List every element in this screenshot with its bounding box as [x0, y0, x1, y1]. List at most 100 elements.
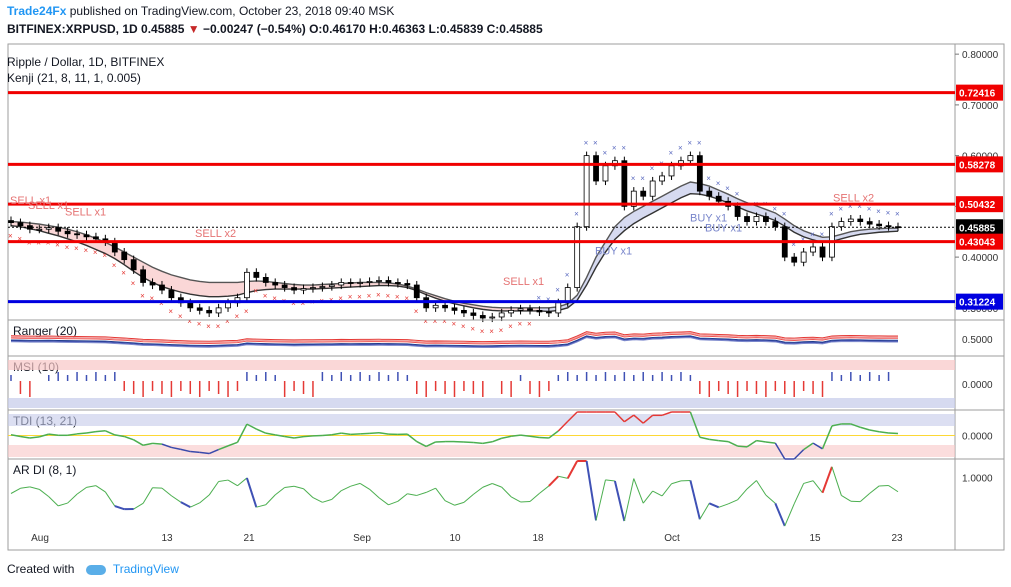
time-tick-label: Aug: [31, 533, 49, 544]
signal-annotation: SELL x2: [195, 228, 236, 240]
time-tick-label: 21: [243, 533, 255, 544]
tdi-segment: [406, 433, 418, 443]
buy-cross: ×: [602, 149, 607, 158]
tdi-segment: [642, 414, 654, 424]
tdi-segment: [567, 411, 578, 422]
price-text: 0.45885: [141, 22, 185, 36]
ardi-segment: [558, 475, 568, 479]
sell-cross: ×: [348, 293, 353, 302]
ardi-segment: [435, 487, 446, 502]
buy-cross: ×: [593, 139, 598, 148]
signal-annotation: BUY x1: [595, 246, 632, 258]
buy-cross: ×: [725, 184, 730, 193]
candle-body: [262, 277, 269, 283]
sell-cross: ×: [263, 292, 268, 301]
buy-cross: ×: [678, 144, 683, 153]
ardi-segment: [501, 486, 512, 498]
ardi-segment: [737, 488, 748, 501]
ardi-segment: [407, 493, 417, 496]
footer-created: Created with: [7, 562, 75, 576]
ardi-segment: [510, 496, 521, 503]
ardi-segment: [29, 486, 40, 490]
tdi-segment: [378, 432, 389, 435]
candle-body: [498, 312, 505, 318]
sell-cross: ×: [8, 232, 13, 241]
tdi-segment: [29, 436, 40, 439]
tdi-segment: [879, 431, 889, 434]
signal-annotation: BUY x1: [690, 213, 727, 225]
ardi-segment: [633, 478, 644, 504]
ardi-segment: [671, 480, 682, 485]
tdi-segment: [793, 449, 805, 460]
candle-body: [404, 283, 411, 286]
tdi-segment: [265, 432, 276, 436]
tdi-segment: [256, 428, 267, 434]
candle-body: [451, 307, 458, 311]
time-tick-label: 23: [891, 533, 903, 544]
candle-body: [876, 223, 883, 227]
ardi-segment: [463, 494, 474, 503]
tdi-segment: [689, 411, 701, 438]
candle-body: [328, 284, 335, 287]
sell-cross: ×: [452, 319, 457, 328]
ardi-segment: [161, 487, 172, 497]
footer-brand[interactable]: TradingView: [112, 562, 179, 576]
signal-annotation: SELL x1: [10, 195, 51, 207]
sell-cross: ×: [93, 248, 98, 257]
pane-tick-label: 0.0000: [962, 432, 993, 443]
ardi-segment: [831, 466, 842, 496]
sell-cross: ×: [508, 322, 513, 331]
tdi-segment: [199, 451, 210, 455]
candle-body: [772, 221, 779, 228]
buy-cross: ×: [574, 210, 579, 219]
ardi-segment: [652, 490, 663, 497]
ardi-segment: [39, 488, 50, 497]
ranger-line: [10, 335, 899, 347]
sell-cross: ×: [234, 312, 239, 321]
ardi-segment: [482, 483, 493, 488]
ardi-segment: [95, 485, 106, 493]
buy-cross: ×: [895, 210, 900, 219]
candle-body: [621, 160, 628, 207]
buy-cross: ×: [565, 270, 570, 279]
sell-cross: ×: [253, 286, 258, 295]
candle-body: [555, 302, 562, 314]
sell-cross: ×: [385, 292, 390, 301]
candle-body: [819, 246, 826, 258]
ranger-line: [10, 337, 899, 349]
candle-body: [111, 241, 118, 253]
tdi-segment: [284, 435, 295, 439]
price-tick-label: 0.70000: [962, 101, 999, 112]
level-label: 0.50432: [959, 200, 996, 211]
ardi-segment: [708, 502, 720, 509]
time-tick-label: Sep: [353, 533, 371, 544]
ardi-segment: [699, 503, 710, 520]
candle-body: [121, 251, 128, 261]
brand-name[interactable]: Trade24Fx: [7, 4, 67, 18]
tdi-segment: [501, 435, 512, 439]
buy-cross: ×: [621, 144, 626, 153]
sell-cross: ×: [376, 291, 381, 300]
ardi-segment: [727, 499, 738, 505]
ardi-segment: [888, 485, 899, 493]
ardi-segment: [774, 503, 786, 527]
ardi-segment: [595, 479, 606, 521]
candle-body: [347, 282, 354, 284]
level-label-bg: [956, 233, 1003, 250]
sell-cross: ×: [65, 243, 70, 252]
bear-cloud: [11, 221, 540, 311]
sell-cross: ×: [470, 325, 475, 334]
ardi-segment: [350, 482, 361, 487]
sell-cross: ×: [121, 269, 126, 278]
tdi-segment: [831, 423, 842, 427]
ardi-segment: [416, 491, 427, 496]
ardi-segment: [492, 483, 502, 488]
ardi-segment: [613, 480, 626, 522]
candle-body: [602, 165, 609, 182]
level-label-bg: [956, 196, 1003, 213]
tdi-segment: [548, 430, 559, 439]
candle-body: [527, 308, 533, 311]
candle-body: [838, 221, 845, 228]
candle-body: [159, 284, 165, 291]
